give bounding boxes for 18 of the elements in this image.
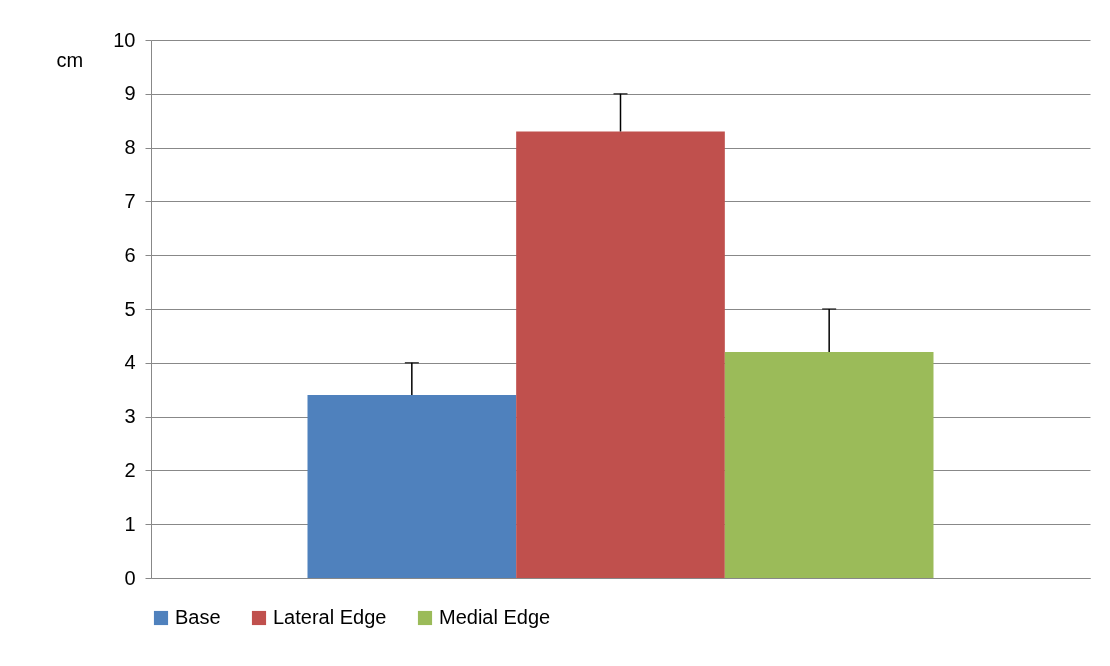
y-tick-label: 2: [124, 458, 136, 481]
y-tick-label: 10: [113, 28, 136, 51]
bar: [516, 131, 725, 578]
y-tick-label: 7: [124, 189, 136, 212]
y-tick-label: 6: [124, 243, 136, 266]
y-tick-label: 1: [124, 512, 136, 535]
y-tick-label: 9: [124, 82, 136, 105]
y-axis-title: cm: [56, 48, 84, 71]
y-tick-label: 4: [124, 351, 136, 374]
y-tick-label: 0: [124, 566, 136, 589]
legend-label: Base: [175, 606, 221, 628]
y-tick-label: 8: [124, 136, 136, 159]
y-tick-label: 3: [124, 405, 136, 428]
legend-label: Medial Edge: [439, 606, 551, 628]
legend-label: Lateral Edge: [273, 606, 387, 628]
bar: [724, 352, 934, 578]
bar: [307, 395, 517, 578]
y-tick-label: 5: [124, 297, 136, 320]
